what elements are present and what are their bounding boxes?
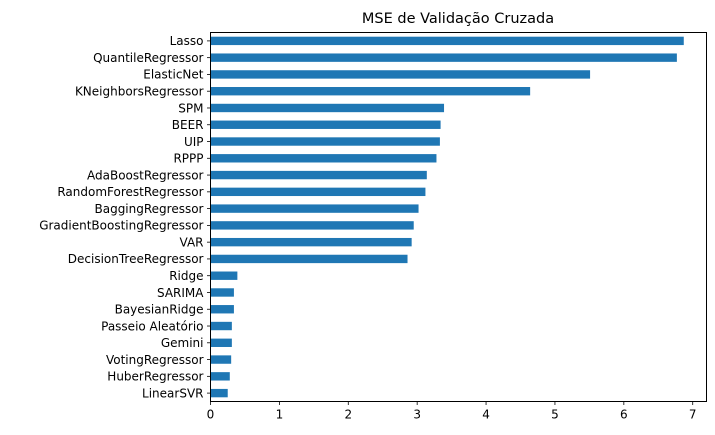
x-tick-label: 6 — [620, 408, 628, 422]
y-tick-label: AdaBoostRegressor — [87, 168, 204, 182]
y-tick-label: BaggingRegressor — [94, 202, 203, 216]
y-tick-label: KNeighborsRegressor — [75, 85, 204, 99]
bar — [210, 372, 230, 381]
bar — [210, 221, 414, 230]
bar — [210, 288, 234, 297]
y-tick-label: QuantileRegressor — [93, 51, 203, 65]
x-tick-label: 4 — [482, 408, 490, 422]
y-tick-label: RPPP — [173, 152, 203, 166]
y-tick-label: DecisionTreeRegressor — [68, 252, 204, 266]
bar — [210, 388, 228, 398]
bar — [210, 321, 232, 331]
bar — [210, 237, 412, 247]
y-tick-label: Lasso — [170, 34, 204, 48]
bar — [210, 120, 441, 129]
bars — [210, 36, 684, 398]
bar — [210, 36, 684, 46]
y-tick-label: Ridge — [169, 269, 203, 283]
bar — [210, 137, 440, 146]
bar — [210, 305, 234, 314]
x-tick-label: 1 — [276, 408, 284, 422]
y-tick-label: Passeio Aleatório — [101, 319, 203, 333]
y-tick-label: VAR — [180, 235, 204, 249]
bar — [210, 355, 232, 364]
y-tick-label: HuberRegressor — [107, 370, 203, 384]
bar — [210, 154, 437, 163]
y-tick-label: Gemini — [161, 336, 204, 350]
bar — [210, 204, 419, 213]
y-tick-label: SARIMA — [157, 286, 204, 300]
x-axis: 0 1 2 3 4 5 6 7 — [207, 401, 697, 422]
bar — [210, 254, 408, 264]
y-axis: Lasso QuantileRegressor ElasticNet KNeighbo… — [39, 34, 211, 400]
x-tick-label: 0 — [207, 408, 215, 422]
y-tick-label: UIP — [184, 135, 204, 149]
y-tick-label: LinearSVR — [142, 386, 203, 400]
y-tick-label: ElasticNet — [143, 68, 204, 82]
y-tick-label: RandomForestRegressor — [57, 185, 203, 199]
y-tick-label: BayesianRidge — [115, 303, 204, 317]
y-tick-label: BEER — [172, 118, 204, 132]
y-tick-label: GradientBoostingRegressor — [39, 219, 203, 233]
plot-frame — [210, 32, 707, 402]
y-tick-label: SPM — [178, 101, 203, 115]
x-tick-label: 3 — [413, 408, 421, 422]
x-tick-label: 7 — [689, 408, 697, 422]
x-tick-label: 2 — [344, 408, 352, 422]
bar — [210, 338, 232, 347]
bar — [210, 271, 238, 280]
bar — [210, 87, 531, 96]
bar — [210, 187, 426, 197]
y-tick-label: VotingRegressor — [106, 353, 204, 367]
bar — [210, 70, 591, 79]
bar — [210, 53, 677, 62]
x-tick-label: 5 — [551, 408, 559, 422]
bar — [210, 170, 427, 180]
chart-title: MSE de Validação Cruzada — [362, 11, 554, 27]
bar — [210, 103, 445, 113]
